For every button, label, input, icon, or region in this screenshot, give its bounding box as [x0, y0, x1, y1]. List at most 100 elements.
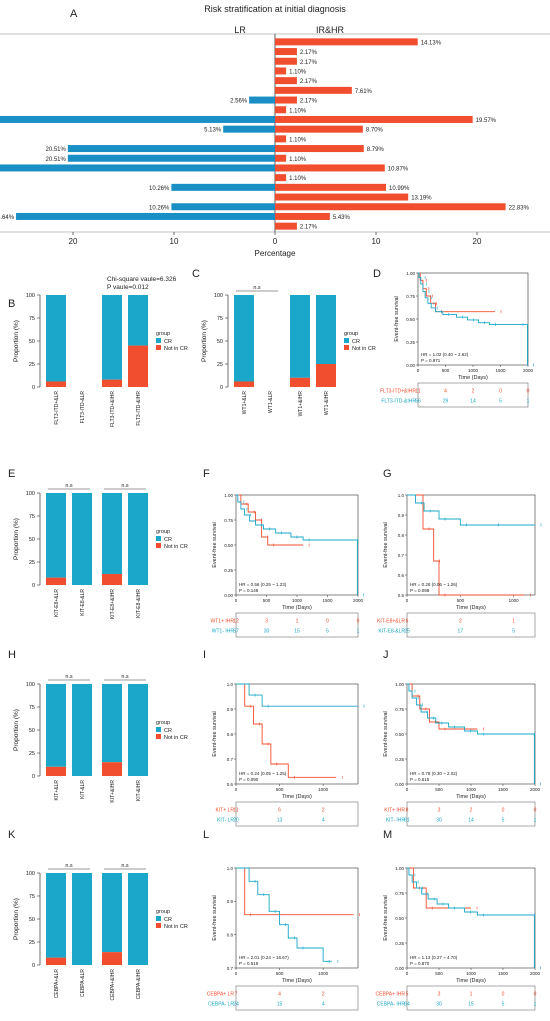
risk-table-group-label: CEBPA- LR	[208, 1002, 234, 1008]
x-tick-label: 0	[235, 787, 238, 792]
plot-frame	[235, 683, 359, 785]
risk-table-count: 1	[527, 399, 530, 405]
legend-title: group	[156, 529, 170, 535]
bar-value-label: 20.51%	[45, 157, 66, 163]
significance-label: n.s	[65, 674, 73, 680]
bar-lr	[171, 203, 275, 211]
risk-table-count: 5	[499, 399, 502, 405]
bar-not-cr	[234, 381, 254, 387]
legend-title: group	[344, 331, 358, 337]
risk-table-count: 24	[233, 1002, 239, 1008]
risk-table-count: 2	[322, 992, 325, 998]
bar-ihr	[275, 222, 297, 230]
y-axis-label: Event-free survival	[212, 711, 218, 757]
y-tick-label: 25	[29, 362, 35, 368]
risk-table-count: 0	[357, 619, 360, 625]
bar-lr	[0, 115, 276, 123]
legend-item: CR	[164, 917, 172, 923]
risk-table-group-label: CEBPA- IHR	[377, 1002, 406, 1008]
y-tick-label: 0.50	[395, 732, 404, 737]
panel-e-bar-chart: Proportion (%) 0 25 50 75 100 KIT-E8+&LR KIT-E8…	[13, 483, 188, 619]
risk-table-count: 56	[415, 399, 421, 405]
x-tick-label: 2000	[530, 971, 541, 976]
bar-value-label: 22.83%	[509, 205, 530, 211]
risk-table-group-label: KIT-E8+&LR	[377, 619, 405, 625]
bar-value-label: 5.43%	[333, 215, 351, 221]
risk-table-count: 3	[438, 992, 441, 998]
y-tick-label: 75	[29, 705, 35, 711]
x-tick-label: 500	[435, 787, 443, 792]
legend-item: Not in CR	[164, 544, 188, 550]
test-annotation: P vaule=0.012	[107, 284, 149, 291]
risk-table-group-label: WT1- IHR	[212, 629, 235, 635]
bar-cr	[46, 295, 66, 382]
category-label: KIT-&IHR	[136, 780, 142, 802]
panel-letter-e: E	[8, 468, 15, 480]
group-label-lr: LR	[234, 25, 246, 35]
bar-ihr	[275, 106, 287, 114]
km-curve-group1	[407, 683, 478, 730]
risk-table-count: 0	[502, 992, 505, 998]
x-tick-label: 0	[406, 787, 409, 792]
x-axis-label: Time (Days)	[282, 794, 312, 800]
x-tick-label: 1500	[322, 598, 333, 603]
x-axis-label: Percentage	[255, 249, 296, 258]
bar-ihr	[275, 77, 297, 85]
y-tick-label: 100	[26, 293, 35, 299]
group-label-ihr: IR&HR	[316, 25, 345, 35]
bar-ihr	[275, 115, 473, 123]
y-tick-label: 0.00	[395, 782, 404, 787]
hazard-ratio-text: HR = 2.01 (0.24 ~ 16.67)	[239, 955, 289, 960]
significance-label: n.s	[121, 483, 129, 489]
category-label: FLT3-ITD-&IHR	[136, 391, 142, 426]
bar-value-label: 10.99%	[389, 186, 410, 192]
x-tick-label: 1000	[468, 368, 479, 373]
x-axis-label: Time (Days)	[282, 978, 312, 984]
bar-ihr	[275, 164, 385, 172]
x-axis-label: Time (Days)	[456, 978, 486, 984]
risk-table-count: 0	[527, 389, 530, 395]
x-tick-label: 1000	[318, 787, 329, 792]
risk-table-count: 2	[470, 808, 473, 814]
risk-table-count: 8	[406, 808, 409, 814]
legend-swatch-cr	[156, 338, 161, 343]
risk-table-count: 6	[278, 808, 281, 814]
risk-table-count: 1	[296, 619, 299, 625]
category-label: WT1+&IHR	[298, 391, 304, 417]
bar-cr	[102, 873, 122, 953]
y-tick-label: 0.6	[227, 782, 234, 787]
risk-table-group-label: KIT- IHR	[386, 818, 406, 824]
risk-table-count: 3	[438, 808, 441, 814]
bar-value-label: 25.64%	[0, 215, 15, 221]
risk-table-count: 1	[512, 619, 515, 625]
bar-ihr	[275, 125, 363, 133]
significance-label: n.s	[253, 285, 261, 291]
risk-table-count: 30	[436, 818, 442, 824]
y-tick-label: 0.6	[398, 573, 405, 578]
bar-cr	[72, 493, 92, 585]
km-curve-group2	[236, 867, 332, 962]
hazard-ratio-text: HR = 0.28 (0.06 ~ 1.26)	[410, 582, 458, 587]
bar-not-cr	[290, 377, 310, 387]
bar-not-cr	[46, 766, 66, 776]
category-label: KIT-&LR	[80, 780, 86, 799]
y-axis-label: Event-free survival	[212, 895, 218, 941]
bar-lr	[249, 96, 275, 104]
y-tick-label: 0	[32, 385, 35, 391]
km-curve-group2	[407, 867, 535, 968]
y-tick-label: 100	[26, 871, 35, 877]
risk-table-count: 0	[326, 619, 329, 625]
bar-not-cr	[46, 577, 66, 585]
y-tick-label: 0.00	[395, 966, 404, 971]
bar-cr	[72, 684, 92, 776]
bar-lr	[67, 145, 275, 153]
panel-b-bar-chart: Proportion (%) 0 25 50 75 100 FLT3-ITD+&LR FLT3…	[13, 276, 188, 427]
bar-lr	[0, 164, 275, 172]
bar-value-label: 8.70%	[366, 128, 384, 134]
y-tick-label: 0.7	[227, 757, 234, 762]
km-curve-group1	[407, 494, 525, 596]
panel-k-bar-chart: Proportion (%) 0 25 50 75 100 CEBPA+&LR CEBPA-&…	[13, 863, 188, 1000]
risk-table-count: 1	[534, 818, 537, 824]
bar-value-label: 2.17%	[300, 225, 318, 231]
y-tick-label: 100	[26, 491, 35, 497]
